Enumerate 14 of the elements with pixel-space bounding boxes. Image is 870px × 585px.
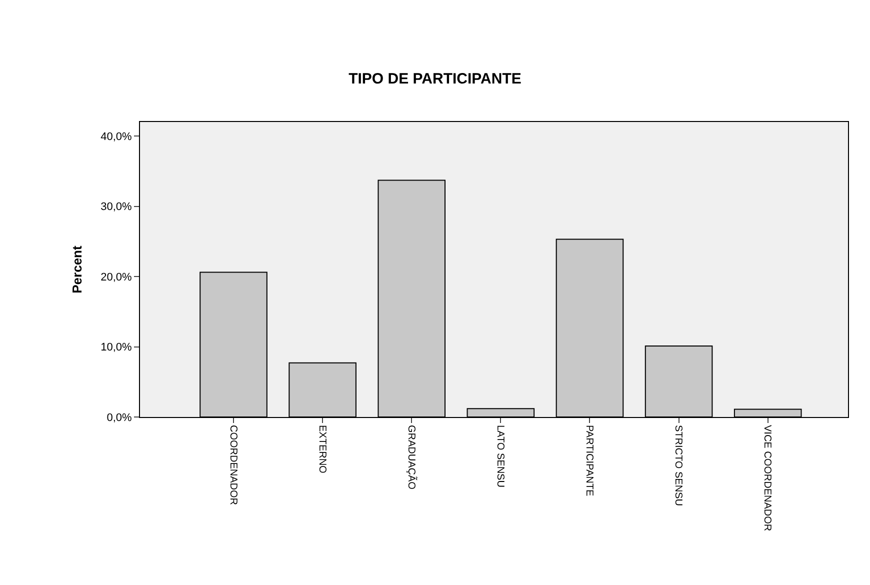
y-tick-label: 30,0% [100,201,132,214]
x-tick-label: PARTICIPANTE [583,425,594,496]
y-tick-label: 0,0% [106,412,132,424]
x-tick-label: COORDENADOR [227,425,238,506]
x-tick-label: EXTERNO [316,425,328,474]
x-tick-label: STRICTO SENSU [672,425,684,506]
y-tick-label: 20,0% [100,271,132,284]
y-axis-title: Percent [70,244,85,294]
y-tick-label: 10,0% [100,342,132,354]
x-tick-label: GRADUAÇÃO [405,425,418,490]
x-tick-label: VICE COORDENADOR [762,425,773,532]
y-tick-label: 40,0% [100,130,132,143]
x-tick-label: LATO SENSU [494,425,506,488]
chart-title: TIPO DE PARTICIPANTE [348,70,522,88]
